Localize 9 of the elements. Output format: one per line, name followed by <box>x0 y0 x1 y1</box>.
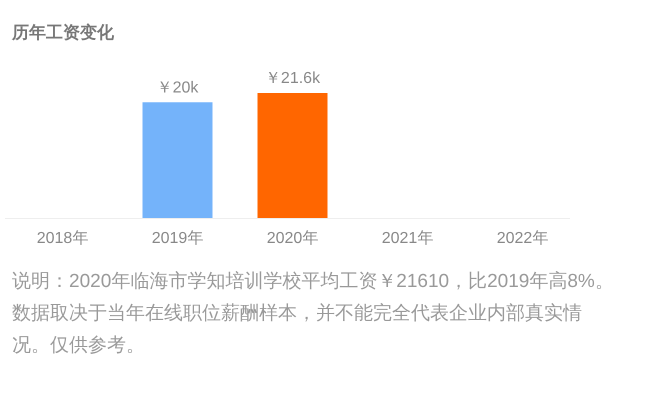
x-tick-label: 2020年 <box>266 230 318 247</box>
x-tick-label: 2019年 <box>152 230 204 247</box>
text: 说明：2020年临海市学知培训学校平均工资￥21610，比2019年高8%。数据取决于当年在线职位薪酬样本，并不能完全代表企业内部真实情况。仅供参考。 <box>12 270 615 358</box>
x-tick-label: 2018年 <box>36 230 88 247</box>
x-tick-label: 2021年 <box>382 230 434 247</box>
data-label: ￥21.6k <box>264 70 322 87</box>
x-tick-label: 2022年 <box>496 230 548 247</box>
chart-title: 历年工资变化 <box>11 23 115 42</box>
data-label: ￥20k <box>156 79 200 96</box>
